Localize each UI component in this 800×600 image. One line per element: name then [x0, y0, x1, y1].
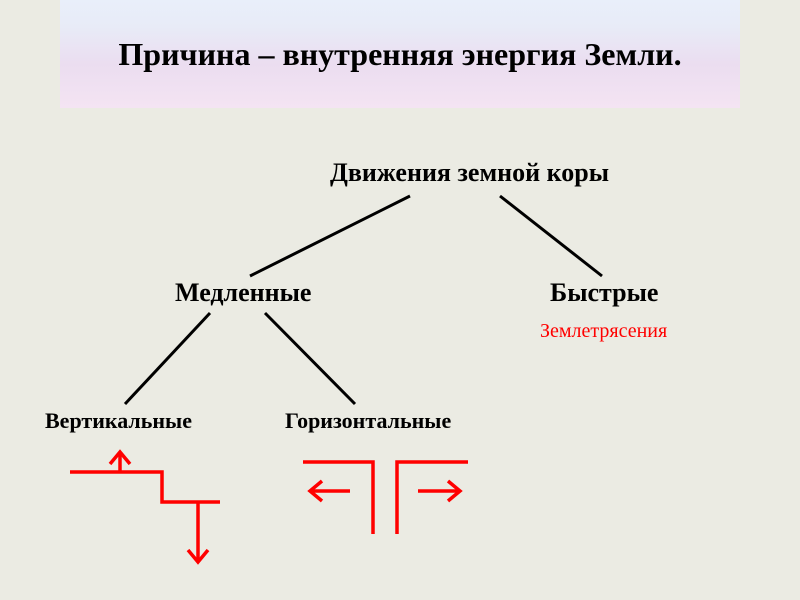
header-title: Причина – внутренняя энергия Земли. — [118, 35, 681, 73]
edge-root-slow — [250, 196, 410, 276]
vertical-motion-icon — [50, 444, 230, 574]
slide-container: Причина – внутренняя энергия Земли. Движ… — [0, 0, 800, 600]
edge-slow-horiz — [265, 313, 355, 404]
header-banner: Причина – внутренняя энергия Земли. — [60, 0, 740, 108]
node-earthquake: Землетрясения — [540, 320, 667, 343]
edge-slow-vert — [125, 313, 210, 404]
node-slow: Медленные — [175, 278, 311, 308]
horizontal-motion-icon — [288, 444, 488, 564]
node-root: Движения земной коры — [330, 158, 609, 188]
node-vertical: Вертикальные — [45, 408, 192, 434]
node-horizontal: Горизонтальные — [285, 408, 451, 434]
edge-root-fast — [500, 196, 602, 276]
node-fast: Быстрые — [550, 278, 658, 308]
diagram-area: Движения земной коры Медленные Быстрые З… — [0, 108, 800, 600]
